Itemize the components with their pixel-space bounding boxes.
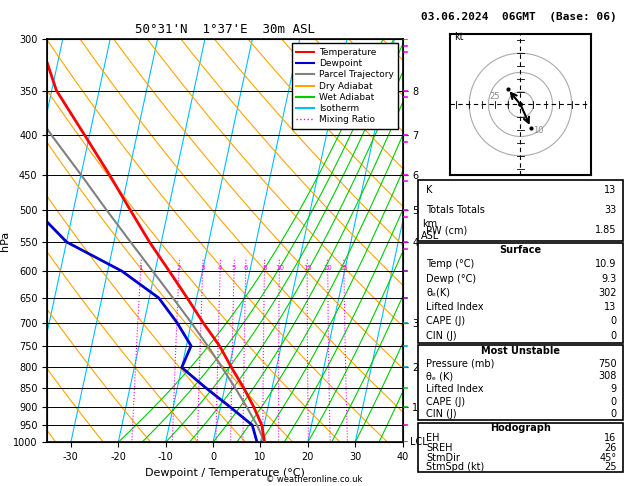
Text: 45°: 45° (599, 452, 616, 463)
Text: 25: 25 (340, 265, 348, 271)
Y-axis label: hPa: hPa (0, 230, 10, 251)
Text: 308: 308 (598, 371, 616, 382)
Text: 25: 25 (604, 463, 616, 472)
Text: 0: 0 (611, 330, 616, 341)
Text: 03.06.2024  06GMT  (Base: 06): 03.06.2024 06GMT (Base: 06) (421, 12, 617, 22)
Y-axis label: km
ASL: km ASL (421, 219, 439, 241)
Text: θₑ (K): θₑ (K) (426, 371, 454, 382)
Text: Lifted Index: Lifted Index (426, 302, 484, 312)
Title: 50°31'N  1°37'E  30m ASL: 50°31'N 1°37'E 30m ASL (135, 23, 315, 36)
Text: PW (cm): PW (cm) (426, 226, 468, 235)
Text: SREH: SREH (426, 443, 453, 452)
Text: 1.85: 1.85 (595, 226, 616, 235)
Text: StmSpd (kt): StmSpd (kt) (426, 463, 485, 472)
Text: Pressure (mb): Pressure (mb) (426, 359, 495, 369)
Text: 25: 25 (490, 92, 500, 102)
Text: 6: 6 (243, 265, 248, 271)
Text: 13: 13 (604, 185, 616, 195)
Text: 10: 10 (533, 126, 544, 135)
Text: 0: 0 (611, 316, 616, 326)
Text: CAPE (J): CAPE (J) (426, 316, 465, 326)
Text: Dewp (°C): Dewp (°C) (426, 274, 477, 284)
Text: 10.9: 10.9 (595, 260, 616, 269)
Text: 15: 15 (303, 265, 312, 271)
X-axis label: Dewpoint / Temperature (°C): Dewpoint / Temperature (°C) (145, 468, 305, 478)
Text: 33: 33 (604, 205, 616, 215)
Text: 302: 302 (598, 288, 616, 298)
Text: 3: 3 (201, 265, 205, 271)
Text: Temp (°C): Temp (°C) (426, 260, 475, 269)
Text: 9.3: 9.3 (601, 274, 616, 284)
Text: CAPE (J): CAPE (J) (426, 397, 465, 407)
Text: EH: EH (426, 433, 440, 443)
Text: Hodograph: Hodograph (490, 423, 551, 433)
Text: 2: 2 (177, 265, 181, 271)
Text: 8: 8 (262, 265, 267, 271)
Text: StmDir: StmDir (426, 452, 460, 463)
Text: θₑ(K): θₑ(K) (426, 288, 450, 298)
Text: kt: kt (454, 33, 464, 42)
Text: CIN (J): CIN (J) (426, 330, 457, 341)
Text: 20: 20 (323, 265, 332, 271)
Text: 4: 4 (218, 265, 222, 271)
Text: 13: 13 (604, 302, 616, 312)
Text: K: K (426, 185, 433, 195)
Text: 1: 1 (138, 265, 143, 271)
Text: 0: 0 (611, 397, 616, 407)
Text: CIN (J): CIN (J) (426, 409, 457, 419)
Text: © weatheronline.co.uk: © weatheronline.co.uk (266, 474, 363, 484)
Legend: Temperature, Dewpoint, Parcel Trajectory, Dry Adiabat, Wet Adiabat, Isotherm, Mi: Temperature, Dewpoint, Parcel Trajectory… (292, 43, 398, 129)
Text: 26: 26 (604, 443, 616, 452)
Text: 10: 10 (275, 265, 284, 271)
Text: 16: 16 (604, 433, 616, 443)
Text: LCL: LCL (409, 437, 428, 447)
Text: 5: 5 (232, 265, 237, 271)
Text: Lifted Index: Lifted Index (426, 384, 484, 394)
Text: 0: 0 (611, 409, 616, 419)
Text: 750: 750 (598, 359, 616, 369)
Text: Totals Totals: Totals Totals (426, 205, 486, 215)
Text: 9: 9 (611, 384, 616, 394)
Text: Most Unstable: Most Unstable (481, 347, 560, 356)
Text: Surface: Surface (499, 245, 542, 255)
